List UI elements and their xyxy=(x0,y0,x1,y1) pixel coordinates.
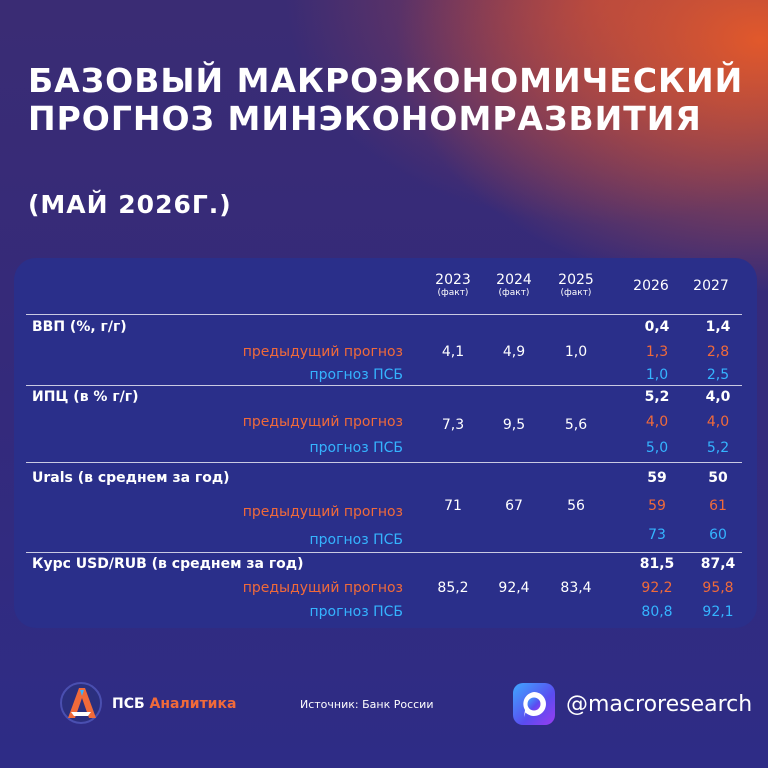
urals-prev-2026: 59 xyxy=(648,498,666,514)
usdrub-psb-label: прогноз ПСБ xyxy=(309,604,403,620)
gdp-psb-2027: 2,5 xyxy=(706,367,730,383)
usdrub-2025: 83,4 xyxy=(560,580,592,596)
usdrub-psb-2027: 92,1 xyxy=(702,604,734,620)
cpi-psb-label: прогноз ПСБ xyxy=(309,440,403,456)
gdp-2023: 4,1 xyxy=(441,344,465,360)
urals-psb-2026: 73 xyxy=(648,527,666,543)
cpi-psb-2026: 5,0 xyxy=(645,440,669,456)
source-note: Источник: Банк России xyxy=(300,698,434,711)
urals-2025: 56 xyxy=(567,498,585,514)
cpi-prev-2027: 4,0 xyxy=(706,414,730,430)
column-header-2025: 2025 (факт) xyxy=(558,272,594,298)
urals-prev-label: предыдущий прогноз xyxy=(242,504,403,520)
cpi-2027: 4,0 xyxy=(705,389,731,405)
page-subtitle: (МАЙ 2026Г.) xyxy=(28,190,232,219)
social-handle[interactable]: @macroresearch xyxy=(566,692,753,717)
cpi-2024: 9,5 xyxy=(502,417,526,433)
gdp-psb-2026: 1,0 xyxy=(645,367,669,383)
gdp-2024: 4,9 xyxy=(502,344,526,360)
cpi-2026: 5,2 xyxy=(644,389,670,405)
row-separator xyxy=(26,385,742,386)
urals-prev-2027: 61 xyxy=(709,498,727,514)
usdrub-2026: 81,5 xyxy=(639,556,675,572)
urals-psb-2027: 60 xyxy=(709,527,727,543)
column-header-2027: 2027 xyxy=(693,278,729,294)
usdrub-prev-label: предыдущий прогноз xyxy=(242,580,403,596)
column-header-2026: 2026 xyxy=(633,278,669,294)
urals-2026: 59 xyxy=(647,470,667,486)
gdp-prev-2027: 2,8 xyxy=(706,344,730,360)
brand-name: ПСБ Аналитика xyxy=(112,696,237,712)
cpi-2025: 5,6 xyxy=(564,417,588,433)
row-label-cpi: ИПЦ (в % г/г) xyxy=(32,389,139,405)
usdrub-psb-2026: 80,8 xyxy=(641,604,673,620)
usdrub-prev-2027: 95,8 xyxy=(702,580,734,596)
page-title: БАЗОВЫЙ МАКРОЭКОНОМИЧЕСКИЙ ПРОГНОЗ МИНЭК… xyxy=(28,61,744,138)
usdrub-prev-2026: 92,2 xyxy=(641,580,673,596)
usdrub-2023: 85,2 xyxy=(437,580,469,596)
urals-2023: 71 xyxy=(444,498,462,514)
gdp-2027: 1,4 xyxy=(705,319,731,335)
row-separator xyxy=(26,552,742,553)
usdrub-2027: 87,4 xyxy=(700,556,736,572)
row-label-usdrub: Курс USD/RUB (в среднем за год) xyxy=(32,556,304,572)
row-label-urals: Urals (в среднем за год) xyxy=(32,470,230,486)
column-header-2024: 2024 (факт) xyxy=(496,272,532,298)
cpi-psb-2027: 5,2 xyxy=(706,440,730,456)
usdrub-2024: 92,4 xyxy=(498,580,530,596)
urals-psb-label: прогноз ПСБ xyxy=(309,532,403,548)
cpi-prev-label: предыдущий прогноз xyxy=(242,414,403,430)
row-label-gdp: ВВП (%, г/г) xyxy=(32,319,127,335)
cpi-2023: 7,3 xyxy=(441,417,465,433)
row-separator xyxy=(26,462,742,463)
forecast-table-card xyxy=(14,258,757,628)
gdp-prev-2026: 1,3 xyxy=(645,344,669,360)
cpi-prev-2026: 4,0 xyxy=(645,414,669,430)
urals-2027: 50 xyxy=(708,470,728,486)
gdp-psb-label: прогноз ПСБ xyxy=(309,367,403,383)
gdp-prev-label: предыдущий прогноз xyxy=(242,344,403,360)
row-separator xyxy=(26,314,742,315)
gdp-2025: 1,0 xyxy=(564,344,588,360)
column-header-2023: 2023 (факт) xyxy=(435,272,471,298)
urals-2024: 67 xyxy=(505,498,523,514)
max-messenger-icon[interactable] xyxy=(512,682,556,726)
gdp-2026: 0,4 xyxy=(644,319,670,335)
psb-logo-icon xyxy=(58,680,104,726)
